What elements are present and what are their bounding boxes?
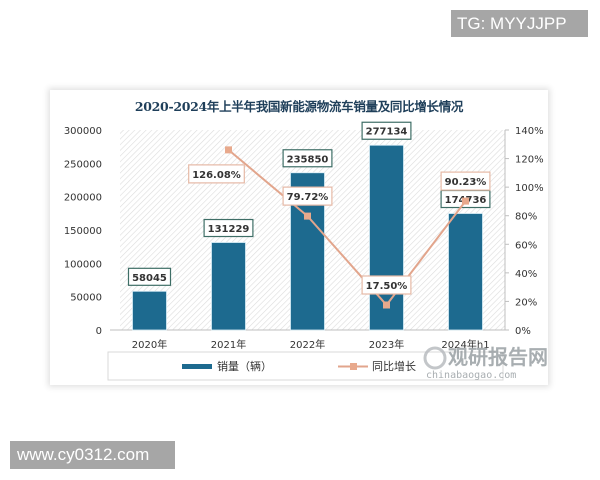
bar-value-label-box xyxy=(282,149,333,168)
bar-value-label: 58045 xyxy=(132,273,167,284)
left-axis-tick: 50000 xyxy=(70,293,102,304)
svg-text:观研报告网: 观研报告网 xyxy=(448,345,548,369)
growth-value-label: 126.08% xyxy=(192,170,241,181)
bar-value-label: 235850 xyxy=(287,154,329,165)
bar-value-label-box xyxy=(203,218,254,238)
right-y-axis: 0% 20% 40% 60% 80% 100% 120% 140% xyxy=(504,126,544,337)
bar-value-label: 277134 xyxy=(366,127,408,138)
growth-value-label: 90.23% xyxy=(445,177,487,188)
bar-value-label-box xyxy=(361,121,412,140)
chart-plot: 0 50000 100000 150000 200000 250000 300000 0% 2… xyxy=(64,121,548,381)
line-marker xyxy=(225,146,232,154)
chart-title: 2020-2024年上半年我国新能源物流车销量及同比增长情况 xyxy=(134,99,464,114)
svg-text:chinabaogao.com: chinabaogao.com xyxy=(426,370,516,381)
right-axis-tick: 40% xyxy=(515,269,537,280)
x-axis-tick: 2021年 xyxy=(211,338,246,351)
bar xyxy=(211,242,246,331)
left-axis-tick: 300000 xyxy=(64,126,102,137)
legend-bar-swatch xyxy=(182,364,212,369)
bar-value-label: 131229 xyxy=(208,224,250,235)
left-axis-tick: 200000 xyxy=(64,193,102,204)
x-axis-tick: 2023年 xyxy=(369,338,404,351)
chart-card: 2020-2024年上半年我国新能源物流车销量及同比增长情况 0 50000 100… xyxy=(50,90,548,385)
right-axis-tick: 80% xyxy=(515,212,537,223)
growth-value-label: 17.50% xyxy=(366,281,408,292)
legend-label-growth: 同比增长 xyxy=(372,359,416,373)
left-axis-tick: 250000 xyxy=(64,159,102,170)
right-axis-tick: 0% xyxy=(515,326,531,337)
right-axis-tick: 100% xyxy=(515,183,544,194)
legend: 销量（辆） 同比增长 xyxy=(107,351,504,381)
tg-watermark: TG: MYYJJPP xyxy=(451,10,588,37)
x-axis-tick: 2024年h1 xyxy=(441,338,489,351)
legend-label-sales: 销量（辆） xyxy=(217,359,272,373)
left-axis-tick: 100000 xyxy=(64,259,102,270)
left-y-axis: 0 50000 100000 150000 200000 250000 300000 xyxy=(64,126,102,337)
bar-value-label-box xyxy=(127,267,172,286)
x-axis: 2020年 2021年 2022年 2023年 2024年h1 xyxy=(110,329,505,351)
line-series-growth: 126.08% 79.72% 17.50% 90.23% xyxy=(188,146,491,309)
line-marker xyxy=(304,212,311,220)
line-marker xyxy=(462,197,469,205)
growth-value-label-box xyxy=(440,171,491,191)
right-axis-tick: 140% xyxy=(515,126,544,137)
x-axis-tick: 2022年 xyxy=(290,338,325,351)
growth-value-label: 79.72% xyxy=(287,192,329,203)
growth-value-label-box xyxy=(282,186,333,206)
growth-value-label-box xyxy=(188,164,245,184)
right-axis-tick: 60% xyxy=(515,240,537,251)
right-axis-tick: 20% xyxy=(515,297,537,308)
bar-series-sales: 58045131229235850277134174736 xyxy=(127,121,491,331)
bar xyxy=(448,213,483,331)
growth-value-label-box xyxy=(361,275,412,295)
bar xyxy=(132,290,167,331)
line-marker xyxy=(383,301,390,309)
watermark-logo-icon xyxy=(423,346,447,370)
x-axis-tick: 2020年 xyxy=(132,338,167,351)
bar xyxy=(369,144,404,331)
right-axis-tick: 120% xyxy=(515,155,544,166)
site-watermark: www.cy0312.com xyxy=(10,441,175,469)
left-axis-tick: 150000 xyxy=(64,226,102,237)
left-axis-tick: 0 xyxy=(96,326,102,337)
